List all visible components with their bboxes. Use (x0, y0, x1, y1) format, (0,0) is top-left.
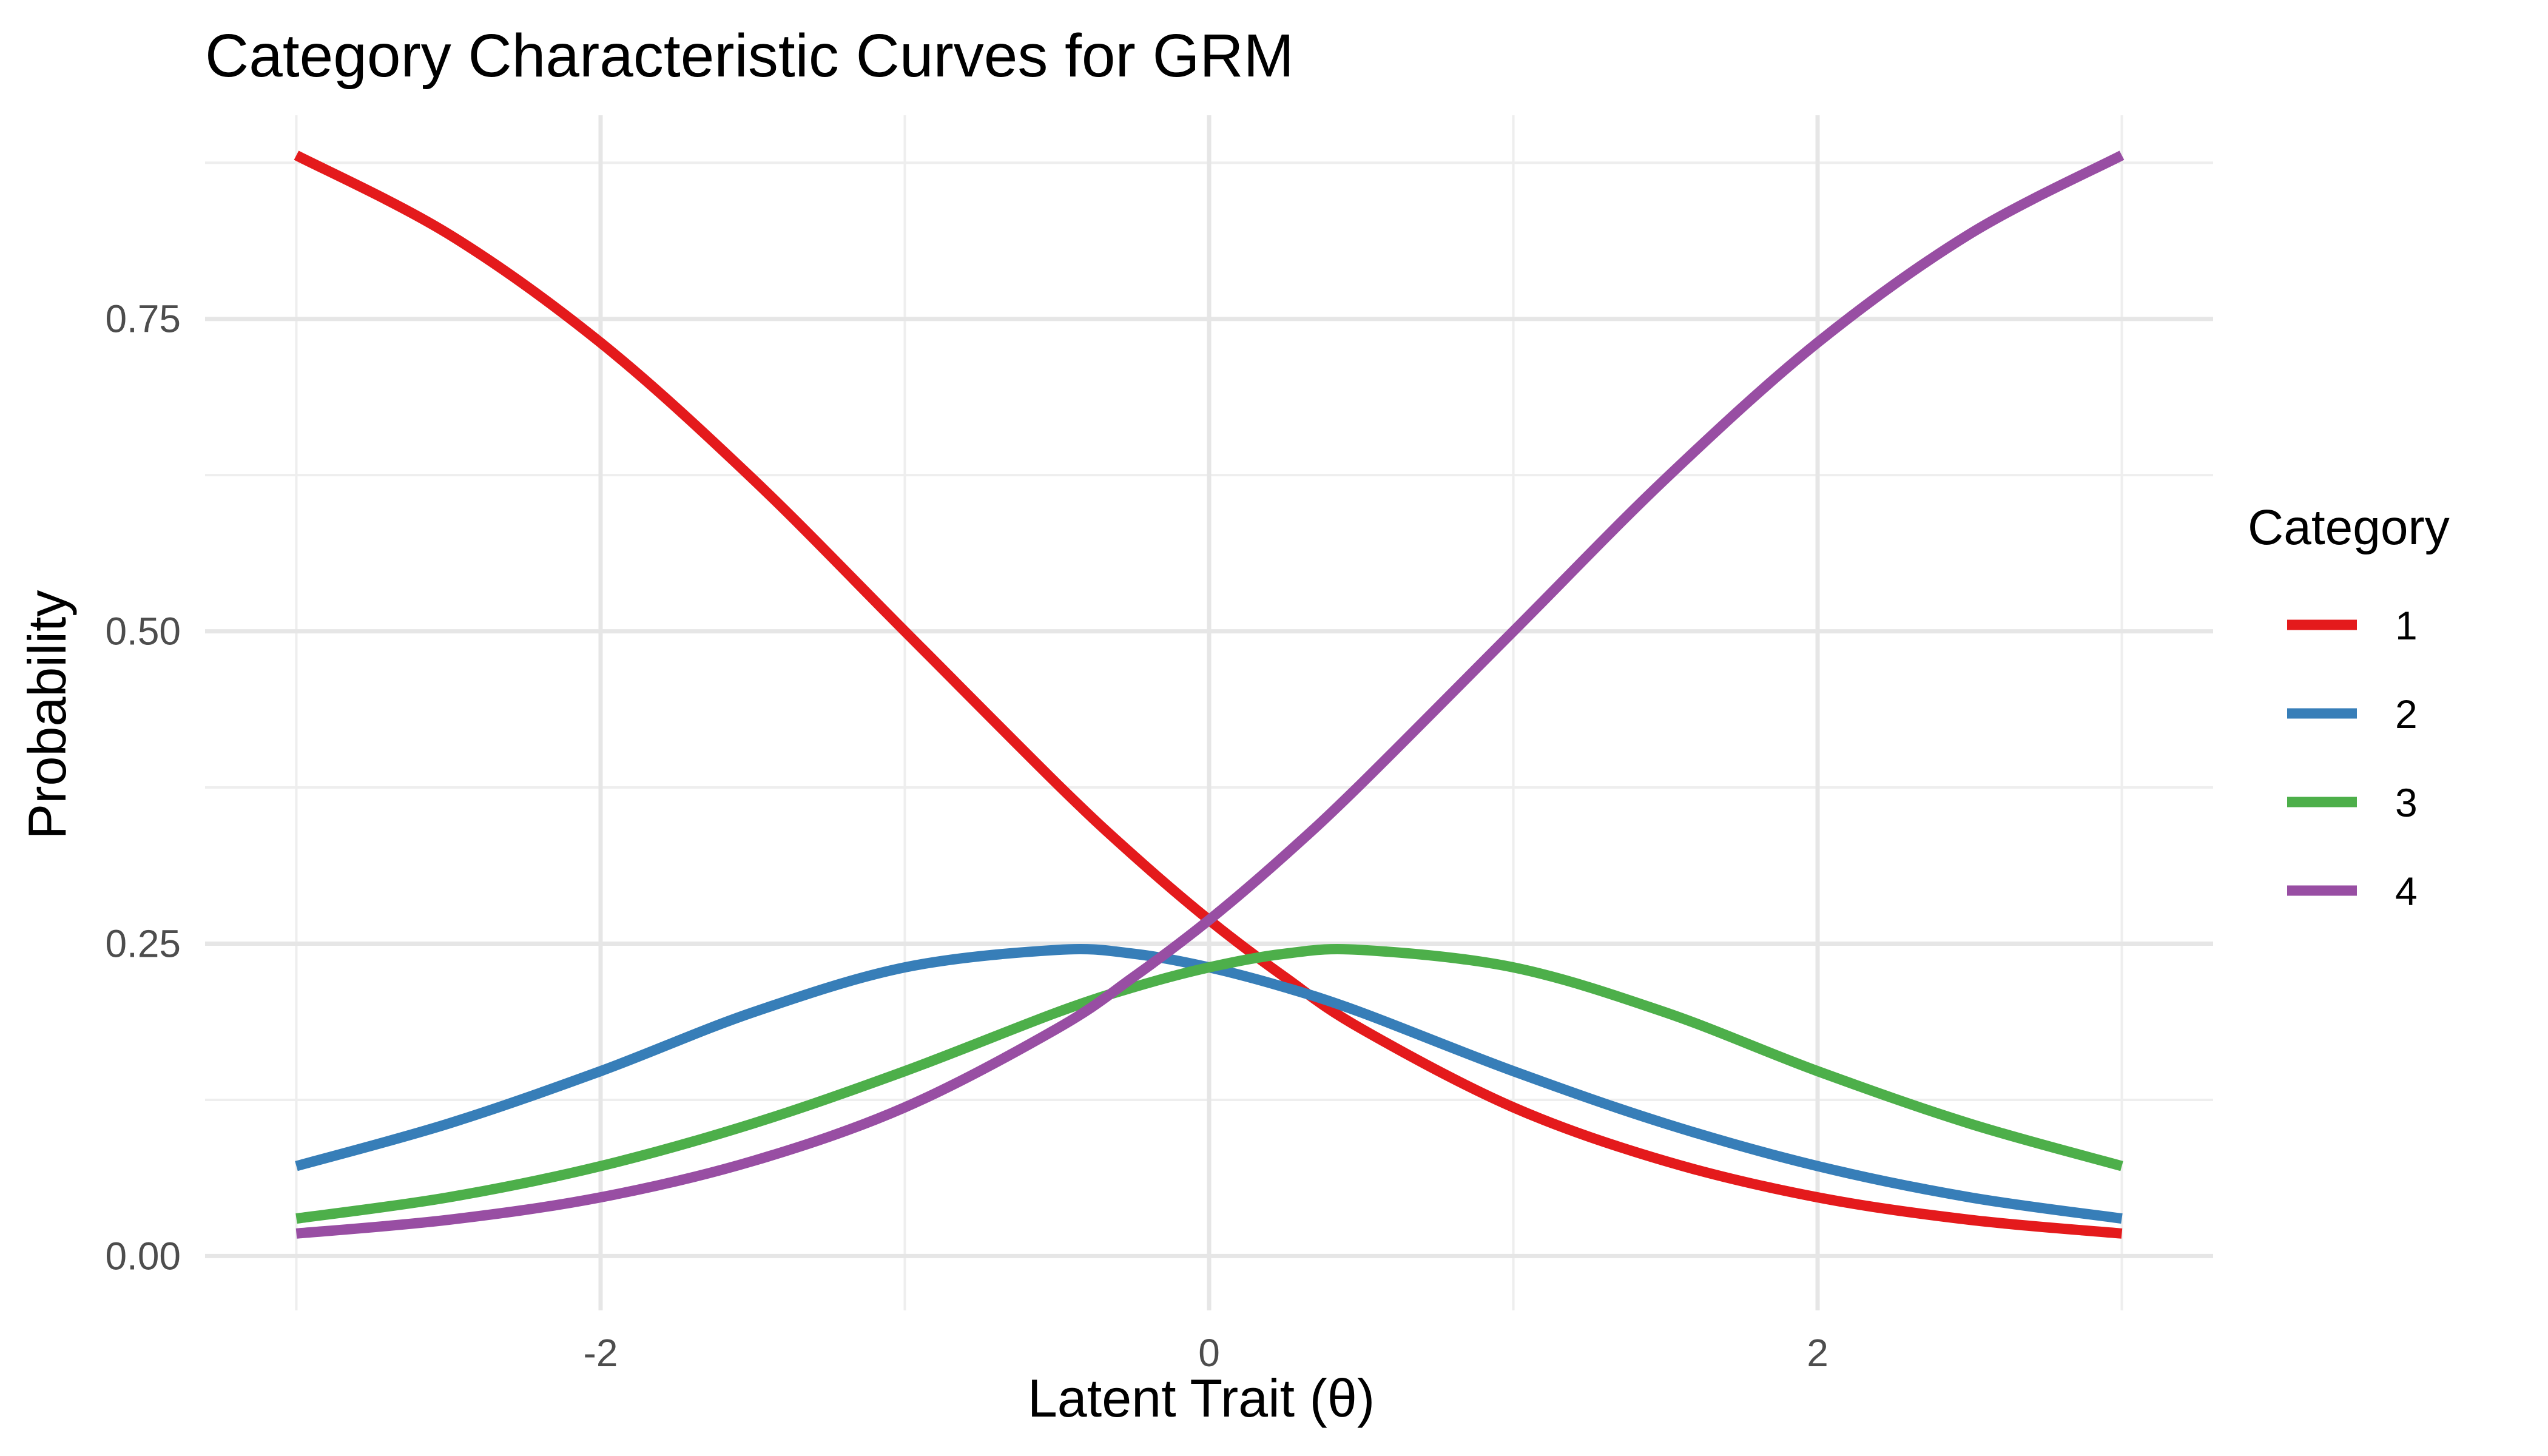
major-gridlines (205, 115, 2213, 1310)
series-line-category-1 (294, 150, 2123, 1239)
series-line-category-3 (295, 943, 2123, 1224)
x-tick-label: 0 (1198, 1331, 1220, 1375)
series-line-category-4 (295, 150, 2125, 1239)
legend-label-category-1: 1 (2395, 603, 2418, 648)
chart-title: Category Characteristic Curves for GRM (205, 22, 1294, 90)
y-tick-label: 0.00 (105, 1234, 181, 1278)
x-tick-labels: -2 0 2 (584, 1331, 1828, 1375)
legend-items: 1 2 3 4 (2287, 603, 2418, 914)
y-tick-labels: 0.00 0.25 0.50 0.75 (105, 297, 181, 1278)
legend-title: Category (2248, 500, 2450, 555)
x-axis-title: Latent Trait (θ) (1028, 1368, 1375, 1428)
series-lines (294, 150, 2125, 1239)
y-tick-label: 0.25 (105, 922, 181, 966)
legend-label-category-4: 4 (2395, 869, 2418, 914)
legend-label-category-2: 2 (2395, 692, 2418, 736)
x-tick-label: 2 (1807, 1331, 1828, 1375)
legend: Category 1 2 3 4 (2248, 500, 2450, 914)
y-tick-label: 0.50 (105, 610, 181, 653)
legend-label-category-3: 3 (2395, 780, 2418, 825)
y-tick-label: 0.75 (105, 297, 181, 341)
y-axis-title: Probability (17, 590, 77, 840)
x-tick-label: -2 (584, 1331, 618, 1375)
